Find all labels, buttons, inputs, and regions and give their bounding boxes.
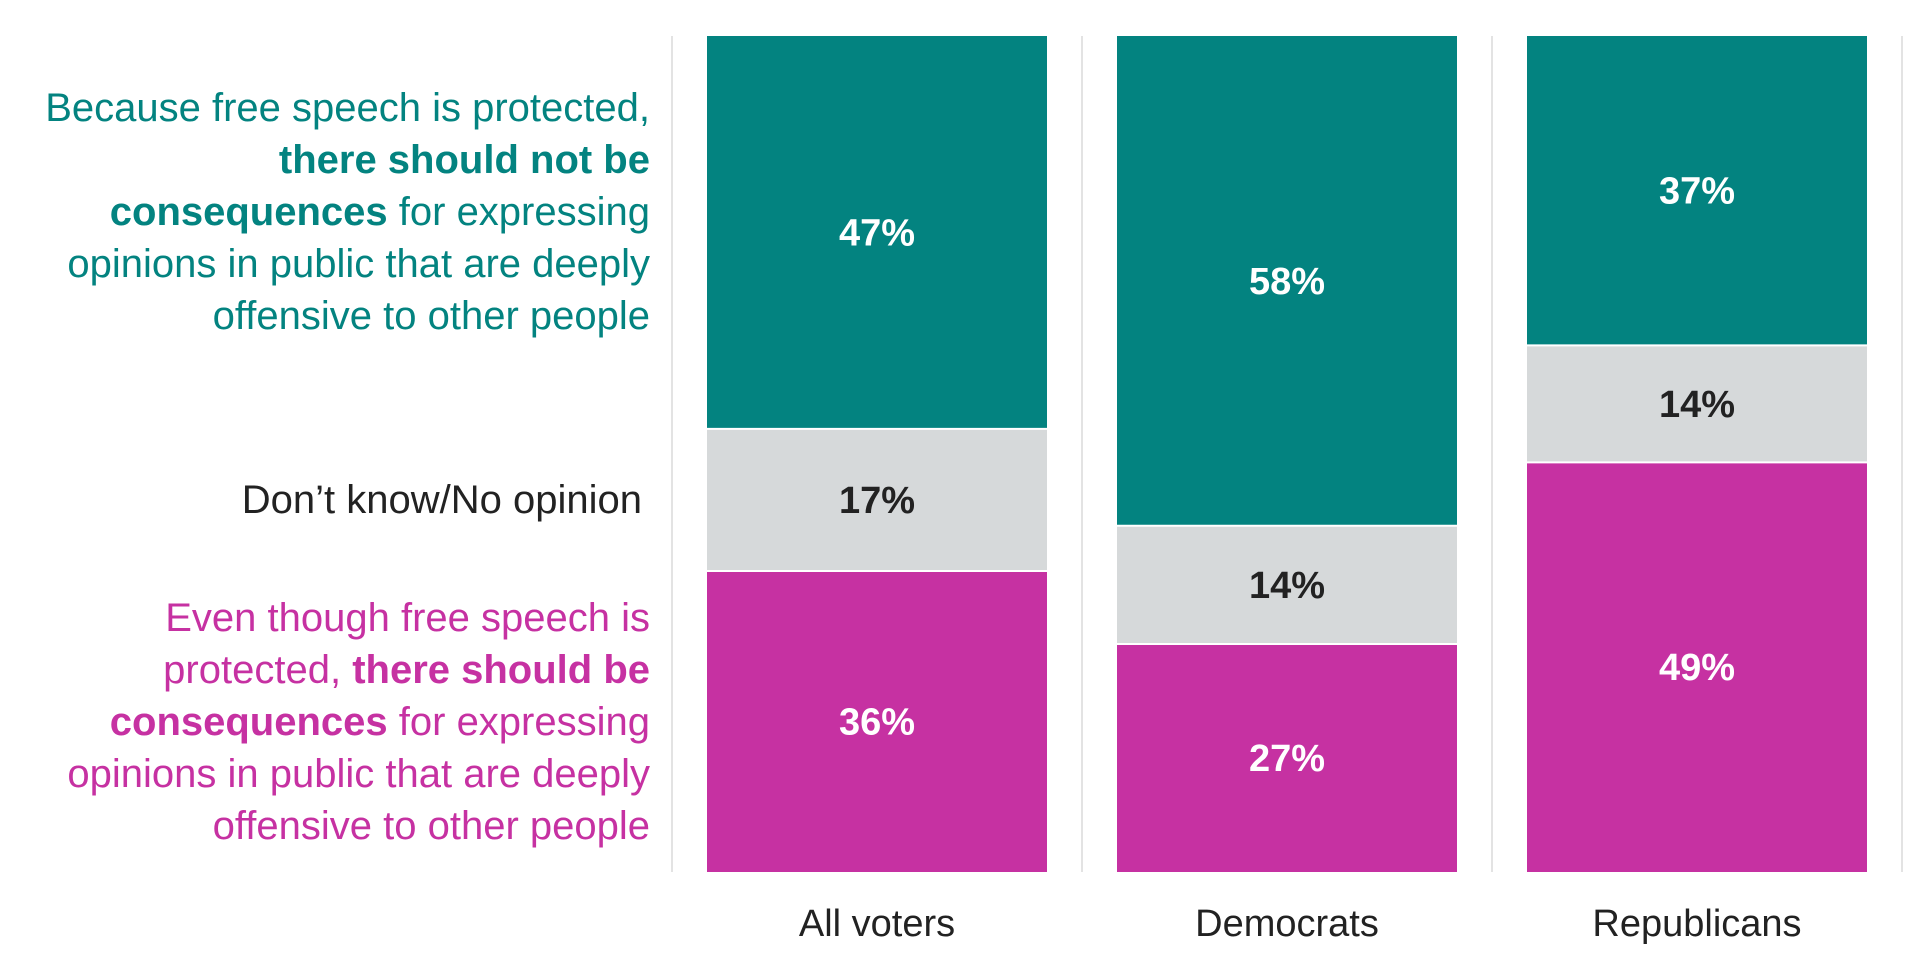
legend-text-part: Because free speech is protected, (45, 86, 650, 130)
data-label: 14% (1249, 565, 1325, 607)
legend-text-part: Even though free speech is protected, (163, 596, 650, 692)
data-label: 36% (839, 702, 915, 744)
data-label: 27% (1249, 738, 1325, 780)
legend-label-consequences: Even though free speech is protected, th… (10, 592, 650, 852)
legend-label-no-consequences: Because free speech is protected, there … (10, 82, 650, 342)
bar-segment-consequences (1117, 644, 1457, 872)
category-label: All voters (799, 903, 955, 945)
legend-text-part: Don’t know/No opinion (241, 478, 642, 522)
category-label: Republicans (1592, 903, 1801, 945)
data-label: 49% (1659, 647, 1735, 689)
data-label: 37% (1659, 171, 1735, 213)
bar-segment-no_consequences (707, 36, 1047, 429)
data-label: 58% (1249, 261, 1325, 303)
legend-label-dont-know: Don’t know/No opinion (2, 474, 642, 526)
legend-text-part: there should be consequences (109, 648, 650, 744)
category-label: Democrats (1195, 903, 1379, 945)
legend-text-part: there should not be consequences (109, 138, 650, 234)
data-label: 14% (1659, 384, 1735, 426)
bar-segment-no_consequences (1117, 36, 1457, 526)
data-label: 17% (839, 480, 915, 522)
legend-text-part: for expressing opinions in public that a… (67, 700, 650, 848)
bar-segment-consequences (707, 571, 1047, 872)
legend-text-part: for expressing opinions in public that a… (67, 190, 650, 338)
bar-segment-dont_know (707, 428, 1047, 572)
bar-segment-consequences (1527, 462, 1867, 872)
bar-segment-no_consequences (1527, 36, 1867, 346)
data-label: 47% (839, 212, 915, 254)
bar-segment-dont_know (1527, 345, 1867, 463)
bar-segment-dont_know (1117, 525, 1457, 644)
